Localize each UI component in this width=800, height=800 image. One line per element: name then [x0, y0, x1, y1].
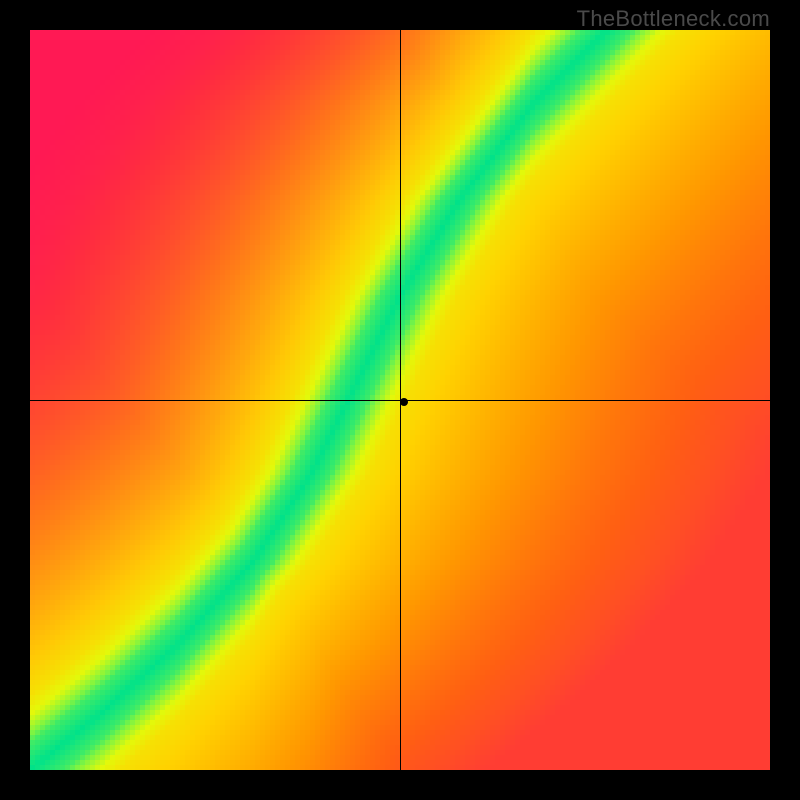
watermark-text: TheBottleneck.com — [577, 6, 770, 32]
plot-area — [30, 30, 770, 770]
bottleneck-marker-dot — [400, 398, 408, 406]
